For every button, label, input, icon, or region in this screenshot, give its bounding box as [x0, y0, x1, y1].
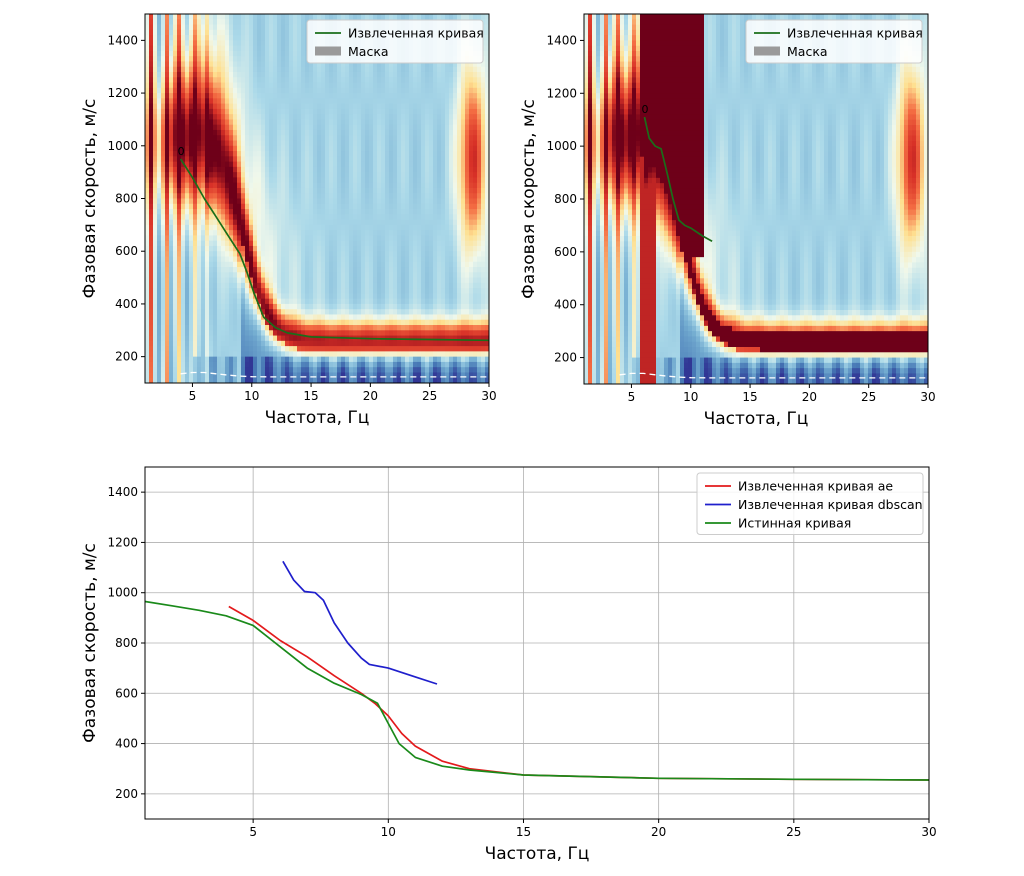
series-line-2 — [145, 600, 929, 781]
x-tick-label: 25 — [422, 389, 437, 403]
y-tick-label: 400 — [554, 298, 577, 312]
legend-swatch — [315, 46, 341, 56]
x-tick-label: 10 — [381, 825, 396, 839]
y-tick-label: 600 — [554, 245, 577, 259]
curve-start-annotation: 0 — [178, 145, 185, 158]
legend-entry: Истинная кривая — [738, 516, 851, 531]
x-tick-label: 30 — [921, 825, 936, 839]
x-tick-label: 25 — [786, 825, 801, 839]
x-tick-label: 10 — [683, 390, 698, 404]
plot-frame — [144, 466, 930, 820]
y-tick-label: 1200 — [107, 86, 138, 100]
y-tick-label: 800 — [554, 192, 577, 206]
series-layer-1 — [619, 116, 928, 379]
legend-box — [745, 19, 923, 64]
legend-swatch — [754, 46, 780, 56]
y-tick-label: 800 — [115, 636, 138, 650]
plot-frame — [583, 13, 929, 385]
x-tick-label: 15 — [303, 389, 318, 403]
legend-1: Извлеченная кривая Маска — [745, 19, 923, 64]
x-tick-label: 5 — [189, 389, 197, 403]
y-tick-label: 1000 — [107, 586, 138, 600]
plot-frame — [144, 13, 490, 384]
y-tick-label: 200 — [115, 350, 138, 364]
legend-entry: Извлеченная кривая — [787, 26, 923, 41]
y-tick-label: 1200 — [107, 535, 138, 549]
y-axis-label: Фазовая скорость, м/с — [80, 99, 100, 299]
y-tick-label: 600 — [115, 244, 138, 258]
x-tick-label: 15 — [742, 390, 757, 404]
y-axis-label: Фазовая скорость, м/с — [519, 99, 539, 299]
heatmap-panel-0 — [145, 14, 489, 383]
legend-entry: Извлеченная кривая ae — [738, 479, 893, 494]
x-axis-label: Частота, Гц — [485, 844, 590, 864]
y-tick-label: 400 — [115, 737, 138, 751]
y-tick-label: 600 — [115, 686, 138, 700]
y-tick-label: 200 — [554, 351, 577, 365]
series-line-cutoff — [180, 371, 489, 378]
series-layer-0 — [179, 158, 489, 378]
heatmap-panel-1 — [584, 14, 928, 384]
x-axis-label: Частота, Гц — [704, 409, 809, 429]
x-tick-label: 5 — [628, 390, 636, 404]
legend-entry: Извлеченная кривая dbscan — [738, 497, 923, 512]
legend-box — [306, 19, 484, 64]
y-tick-label: 200 — [115, 787, 138, 801]
legend-entry: Извлеченная кривая — [348, 26, 484, 41]
y-tick-label: 1400 — [107, 33, 138, 47]
axes-0: 5 10 15 20 25 30 200 400 600 800 1000 1200 1400 Часто… — [80, 13, 497, 428]
x-axis-label: Частота, Гц — [265, 408, 370, 428]
x-tick-label: 25 — [861, 390, 876, 404]
legend-0: Извлеченная кривая Маска — [306, 19, 484, 64]
y-tick-label: 1200 — [546, 86, 577, 100]
legend-box — [696, 472, 924, 535]
axes-1: 5 10 15 20 25 30 200 400 600 800 1000 1200 1400 Часто… — [519, 13, 936, 429]
series-line-0 — [643, 116, 713, 243]
y-tick-label: 1000 — [546, 139, 577, 153]
x-tick-label: 10 — [244, 389, 259, 403]
series-line-1 — [282, 560, 438, 685]
y-tick-label: 400 — [115, 297, 138, 311]
x-tick-label: 15 — [516, 825, 531, 839]
series-line-0 — [179, 158, 489, 342]
curve-start-annotation: 0 — [641, 103, 648, 116]
legend-entry: Маска — [348, 44, 389, 59]
x-tick-label: 20 — [802, 390, 817, 404]
legend-entry: Маска — [787, 44, 828, 59]
axes-2: 5 10 15 20 25 30 200 400 600 800 1000 1200 1400 Часто… — [80, 466, 937, 864]
x-tick-label: 20 — [363, 389, 378, 403]
x-tick-label: 30 — [920, 390, 935, 404]
x-tick-label: 30 — [481, 389, 496, 403]
legend-2: Извлеченная кривая ae Извлеченная кривая … — [696, 472, 924, 535]
series-layer-2 — [145, 560, 929, 781]
x-tick-label: 5 — [249, 825, 257, 839]
y-axis-label: Фазовая скорость, м/с — [80, 543, 100, 743]
y-tick-label: 800 — [115, 192, 138, 206]
x-tick-label: 20 — [651, 825, 666, 839]
heatmap-cells — [584, 14, 928, 384]
y-tick-label: 1000 — [107, 139, 138, 153]
y-tick-label: 1400 — [107, 485, 138, 499]
series-line-cutoff — [619, 372, 928, 379]
y-tick-label: 1400 — [546, 33, 577, 47]
heatmap-cells — [145, 14, 489, 383]
